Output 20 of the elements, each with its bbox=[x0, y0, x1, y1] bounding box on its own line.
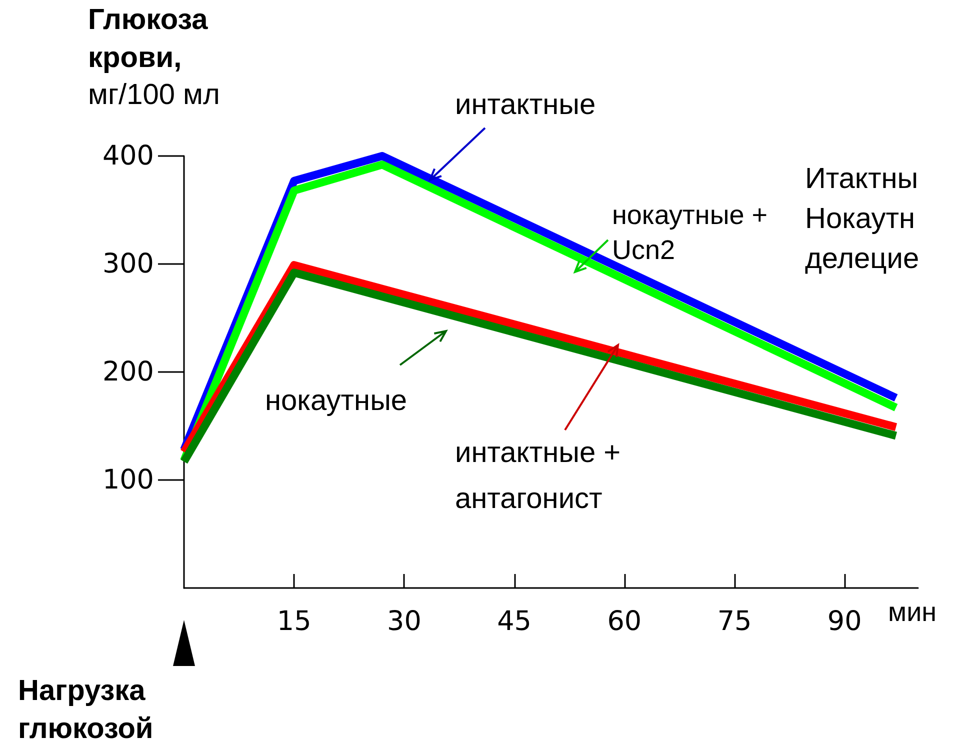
x-tick-label: 30 bbox=[387, 606, 422, 637]
series-label: нокаутные bbox=[265, 384, 408, 419]
y-tick-label: 100 bbox=[102, 464, 154, 496]
y-axis-title: Глюкоза крови, мг/100 мл bbox=[88, 3, 221, 114]
x-tick-label: 60 bbox=[607, 606, 642, 637]
text: интактные bbox=[455, 88, 597, 123]
annotation: Нокаутн bbox=[805, 202, 915, 237]
x-tick-label: 75 bbox=[717, 606, 752, 637]
text: интактные + антагонист bbox=[455, 436, 622, 518]
y-tick-label: 400 bbox=[102, 140, 154, 172]
text: Нагрузка глюкозой bbox=[18, 674, 154, 747]
annotation: делецие bbox=[805, 242, 920, 277]
series-label: нокаутные + Ucn2 bbox=[612, 199, 769, 268]
x-axis-title: мин bbox=[888, 596, 937, 629]
x-tick-label: 90 bbox=[827, 606, 862, 637]
x-tick-label: 15 bbox=[276, 606, 312, 637]
x-tick-label: 45 bbox=[497, 606, 532, 637]
y-tick-label: 200 bbox=[102, 356, 154, 388]
annotation: Итактны bbox=[805, 162, 918, 197]
y-tick-label: 300 bbox=[102, 248, 154, 280]
